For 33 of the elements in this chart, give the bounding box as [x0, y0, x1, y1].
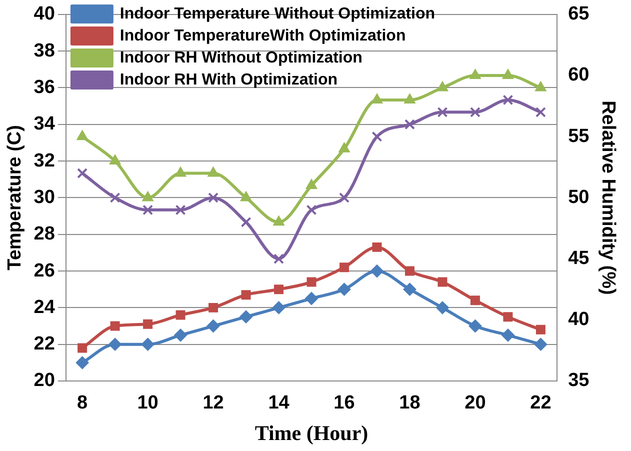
y2-tick-label: 65	[568, 4, 590, 25]
y-tick-label: 32	[34, 150, 55, 172]
y-tick-label: 20	[34, 370, 55, 392]
y2-axis-title: Relative Humidity (%)	[597, 100, 618, 295]
y-tick-label: 38	[34, 40, 55, 62]
y2-tick-label: 60	[568, 64, 590, 86]
x-axis-title: Time (Hour)	[254, 420, 368, 445]
x-tick-label: 8	[77, 392, 88, 414]
legend-label: Indoor Temperature Without Optimization	[120, 5, 436, 22]
legend-label: Indoor TemperatureWith Optimization	[120, 27, 406, 44]
y-tick-label: 34	[34, 114, 56, 135]
y2-tick-label: 40	[568, 309, 590, 330]
x-tick-label: 18	[399, 392, 420, 414]
y-tick-label: 26	[34, 260, 55, 282]
y2-tick-label: 55	[568, 126, 590, 147]
x-tick-label: 20	[464, 392, 486, 414]
legend-label: Indoor RH With Optimization	[120, 71, 338, 88]
y-tick-label: 22	[34, 334, 55, 355]
y2-tick-label: 50	[568, 186, 590, 208]
x-tick-label: 14	[268, 392, 290, 414]
x-tick-label: 12	[202, 392, 224, 414]
x-tick-label: 16	[334, 392, 355, 414]
y-tick-label: 28	[34, 224, 55, 245]
y-tick-label: 40	[34, 4, 55, 25]
legend-label: Indoor RH Without Optimization	[120, 49, 362, 66]
x-tick-label: 10	[137, 392, 158, 414]
y-tick-label: 24	[34, 296, 56, 318]
x-tick-label: 22	[530, 392, 552, 414]
y-axis-title: Temperature (C)	[4, 125, 26, 270]
y2-tick-label: 35	[568, 370, 590, 392]
y-tick-label: 36	[34, 76, 55, 98]
y-tick-label: 30	[34, 186, 55, 208]
y2-tick-label: 45	[568, 248, 590, 270]
